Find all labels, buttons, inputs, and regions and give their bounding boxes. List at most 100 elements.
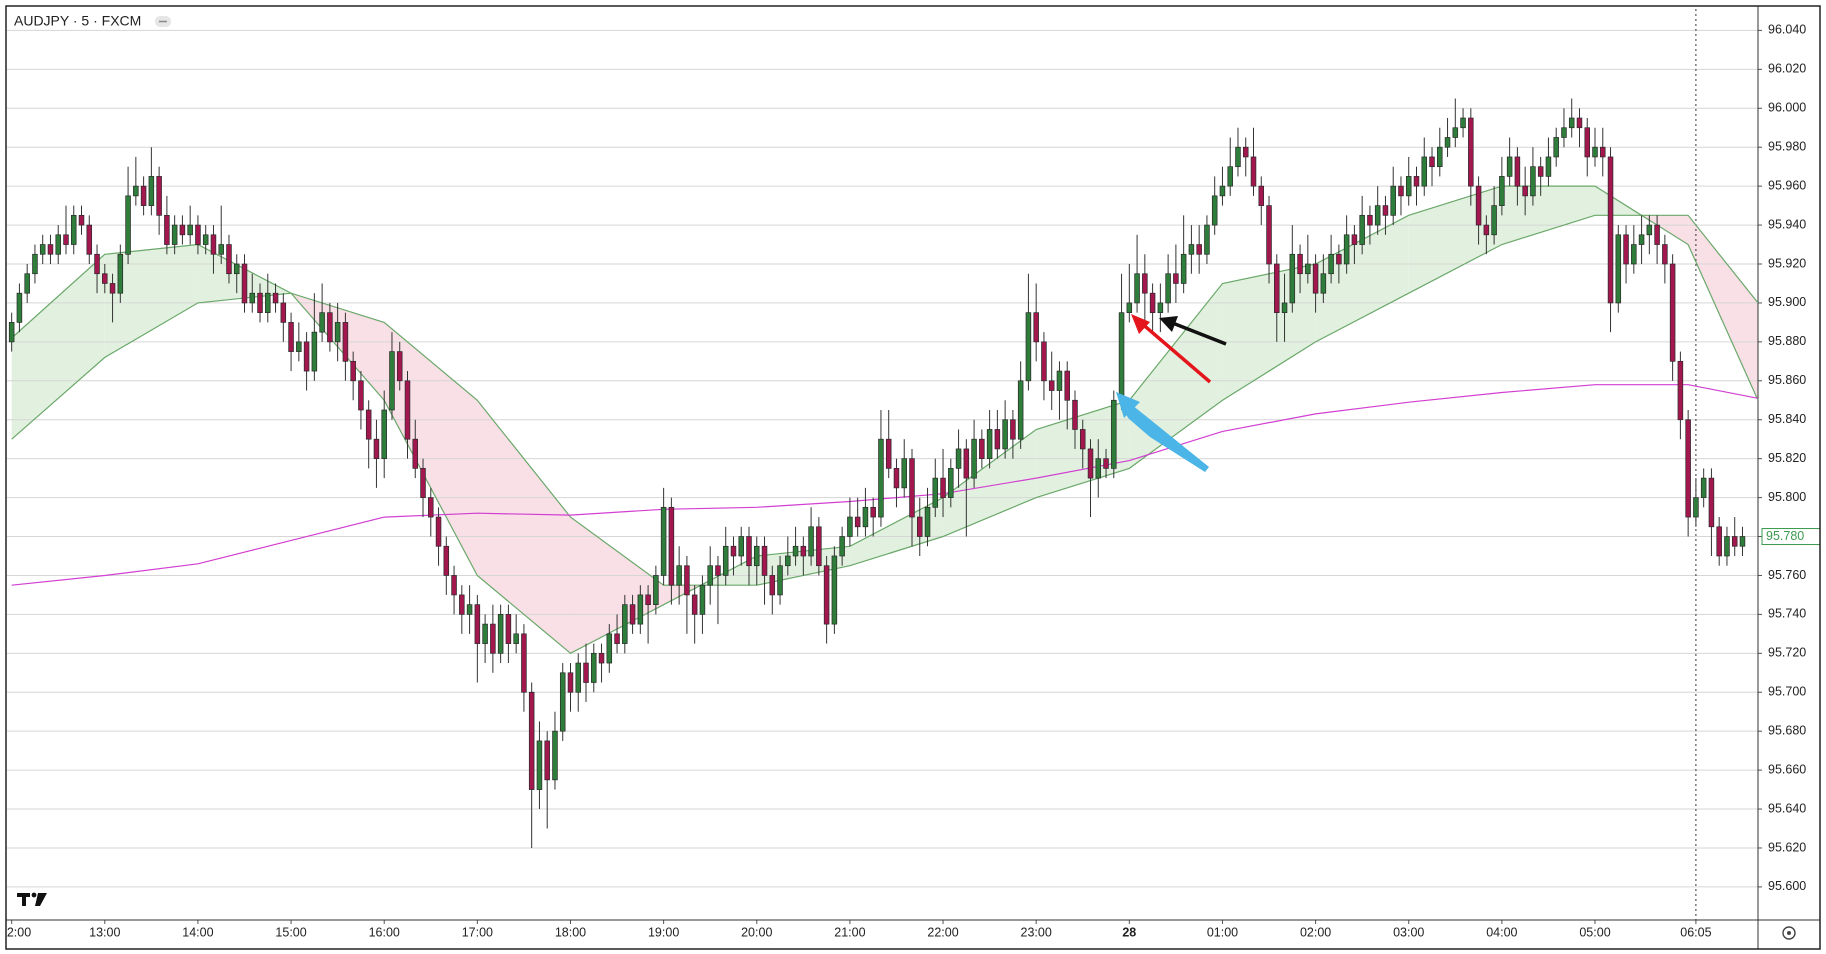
candle-body: [1227, 166, 1233, 187]
candle-body: [660, 506, 667, 576]
candle-body: [901, 458, 907, 489]
y-tick-label: 95.840: [1768, 412, 1806, 426]
candle-body: [1033, 312, 1039, 343]
candle-body: [1118, 312, 1125, 401]
candle-layer: [8, 98, 1746, 848]
candle-body: [559, 672, 566, 732]
candle-body: [575, 662, 582, 693]
y-tick-label: 95.800: [1768, 490, 1806, 504]
candle-body: [1437, 146, 1443, 168]
candle-body: [924, 506, 931, 537]
candle-body: [195, 224, 201, 245]
candle-body: [1584, 127, 1591, 158]
candle-body: [785, 555, 791, 567]
candle-body: [567, 672, 574, 693]
candle-body: [536, 740, 543, 790]
candle-body: [761, 545, 768, 576]
candle-body: [1646, 224, 1653, 236]
x-tick-label: 17:00: [462, 925, 493, 939]
candle-body: [1374, 205, 1381, 226]
candle-body: [1638, 234, 1645, 245]
y-tick-label: 95.900: [1768, 295, 1806, 309]
candle-body: [1452, 127, 1459, 138]
candle-body: [1343, 234, 1350, 265]
candle-body: [1111, 399, 1117, 469]
candle-body: [932, 477, 939, 508]
blue-arrow: [1116, 392, 1209, 472]
candle-body: [1654, 224, 1660, 245]
candle-body: [1724, 536, 1730, 557]
candle-body: [521, 633, 527, 693]
settings-ring: [1782, 926, 1796, 940]
ribbon-fill: [11, 254, 105, 440]
candle-body: [707, 565, 713, 586]
logo-dot: [31, 892, 37, 898]
candle-body: [598, 652, 605, 664]
candle-body: [39, 244, 46, 255]
candle-body: [1180, 253, 1187, 284]
candle-body: [645, 594, 651, 606]
candle-body: [396, 351, 403, 382]
logo: [17, 892, 47, 906]
candle-body: [1553, 137, 1559, 158]
candle-body: [16, 292, 23, 323]
candle-body: [831, 555, 838, 625]
candle-body: [1475, 185, 1482, 226]
candle-body: [1297, 253, 1303, 275]
candle-body: [653, 575, 659, 606]
x-tick-label: 20:00: [741, 925, 772, 939]
y-tick-label: 95.740: [1768, 607, 1806, 621]
candle-body: [1615, 234, 1622, 304]
candle-body: [1002, 419, 1008, 450]
candle-body: [614, 633, 620, 644]
candle-body: [148, 176, 155, 206]
candle-body: [1623, 234, 1629, 265]
candle-body: [1716, 526, 1722, 557]
candle-body: [552, 730, 558, 781]
candle-body: [1693, 497, 1699, 518]
candle-body: [668, 506, 675, 586]
candle-body: [684, 565, 690, 596]
grid-layer: [6, 6, 1820, 949]
candle-body: [117, 253, 124, 294]
candle-body: [1491, 205, 1497, 236]
candle-body: [1359, 214, 1365, 245]
candle-body: [109, 283, 116, 294]
candle-body: [808, 526, 814, 557]
candle-body: [777, 565, 783, 596]
candle-body: [226, 244, 232, 275]
candle-body: [1079, 429, 1086, 450]
candle-body: [1405, 176, 1412, 197]
candle-body: [86, 224, 93, 255]
candle-body: [1064, 370, 1070, 401]
y-tick-label: 96.020: [1768, 62, 1806, 76]
candle-body: [1530, 166, 1536, 197]
y-tick-label: 96.000: [1768, 101, 1806, 115]
indicator-line: [11, 185, 1759, 655]
x-tick-label: 23:00: [1021, 925, 1052, 939]
candle-body: [637, 594, 644, 625]
candle-body: [1731, 536, 1738, 547]
x-tick-label: 05:00: [1579, 925, 1610, 939]
candle-body: [1561, 127, 1567, 138]
candle-body: [994, 429, 1001, 450]
candle-body: [451, 575, 457, 596]
candle-body: [1390, 185, 1396, 216]
candle-body: [241, 263, 248, 304]
candle-body: [893, 468, 900, 489]
candle-body: [257, 292, 263, 314]
candle-body: [940, 477, 946, 498]
candle-body: [319, 312, 325, 333]
candle-body: [1328, 253, 1334, 275]
candle-body: [1677, 360, 1684, 421]
candle-body: [55, 234, 61, 255]
candle-body: [870, 506, 876, 518]
candle-body: [1514, 156, 1521, 187]
x-tick-label: 19:00: [648, 925, 679, 939]
y-tick-label: 95.820: [1768, 451, 1806, 465]
x-tick-label: 16:00: [369, 925, 400, 939]
settings-button[interactable]: [1782, 926, 1796, 940]
candle-body: [738, 536, 744, 557]
